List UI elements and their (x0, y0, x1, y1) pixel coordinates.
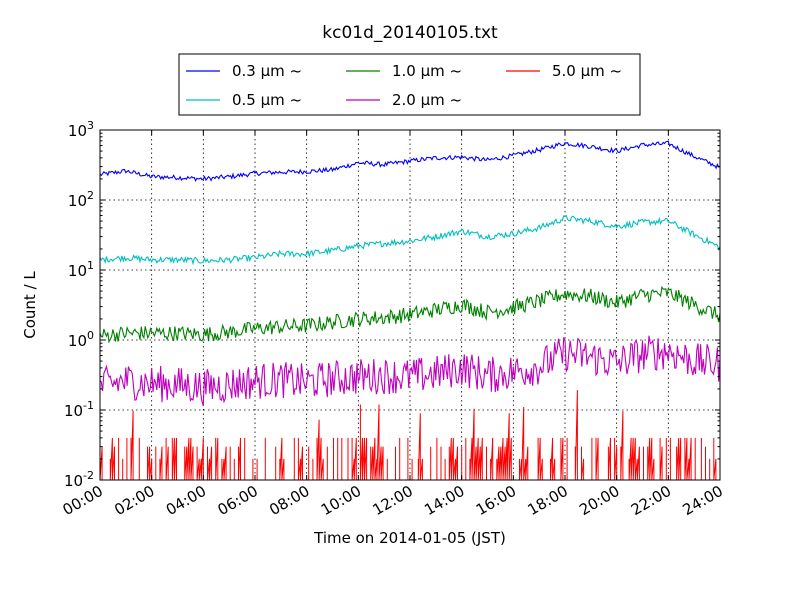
plot-area: 00:00 02:00 04:00 06:00 08:00 10:00 12:00 14:00… (60, 119, 726, 519)
y-tick-exponent: 2 (87, 189, 94, 202)
legend-label: 2.0 μm ~ (392, 91, 462, 109)
x-tick-label: 08:00 (266, 482, 312, 519)
y-tick-label: 101 (68, 259, 94, 280)
y-tick-base: 10 (64, 472, 83, 490)
x-tick-label: 16:00 (473, 482, 519, 519)
y-tick-exponent: -2 (83, 469, 94, 482)
y-tick-base: 10 (68, 122, 87, 140)
y-tick-exponent: -1 (83, 399, 94, 412)
y-tick-label: 103 (68, 119, 94, 140)
y-tick-exponent: 1 (87, 259, 94, 272)
legend-frame (178, 53, 641, 116)
series-3 (99, 285, 721, 344)
series-5 (99, 389, 721, 481)
y-tick-base: 10 (68, 332, 87, 350)
series-1 (99, 140, 721, 182)
series-line (99, 335, 721, 406)
chart-title: kc01d_20140105.txt (322, 23, 498, 43)
y-tick-label: 10-1 (64, 399, 94, 420)
x-tick-label: 12:00 (370, 482, 416, 519)
x-tick-label: 02:00 (111, 482, 157, 519)
legend: 0.3 μm ~ 0.5 μm ~ 1.0 μm ~ 2.0 μm ~ 5.0 μm ~ (178, 53, 641, 116)
x-tick-label: 14:00 (421, 482, 467, 519)
legend-label: 5.0 μm ~ (552, 62, 622, 80)
y-tick-base: 10 (68, 262, 87, 280)
legend-label: 1.0 μm ~ (392, 62, 462, 80)
y-tick-exponent: 0 (87, 329, 94, 342)
series-line (99, 140, 721, 182)
series-line (99, 285, 721, 344)
series-4 (99, 335, 721, 406)
x-tick-label: 10:00 (318, 482, 364, 519)
x-tick-label: 22:00 (628, 482, 674, 519)
series-line (99, 389, 721, 481)
y-axis-label: Count / L (21, 271, 39, 339)
x-tick-label: 06:00 (215, 482, 261, 519)
series-2 (99, 214, 721, 266)
legend-label: 0.3 μm ~ (232, 62, 302, 80)
y-tick-label: 102 (68, 189, 94, 210)
x-axis-label: Time on 2014-01-05 (JST) (313, 529, 506, 547)
y-tick-base: 10 (64, 402, 83, 420)
legend-label: 0.5 μm ~ (232, 91, 302, 109)
x-tick-label: 18:00 (525, 482, 571, 519)
x-tick-label: 20:00 (576, 482, 622, 519)
series-line (99, 214, 721, 266)
x-tick-label: 04:00 (163, 482, 209, 519)
x-tick-label: 24:00 (680, 482, 726, 519)
grid (100, 130, 720, 480)
series-group (99, 140, 721, 481)
y-tick-label: 10-2 (64, 469, 94, 490)
y-tick-label: 100 (68, 329, 94, 350)
y-tick-exponent: 3 (87, 119, 94, 132)
y-tick-base: 10 (68, 192, 87, 210)
